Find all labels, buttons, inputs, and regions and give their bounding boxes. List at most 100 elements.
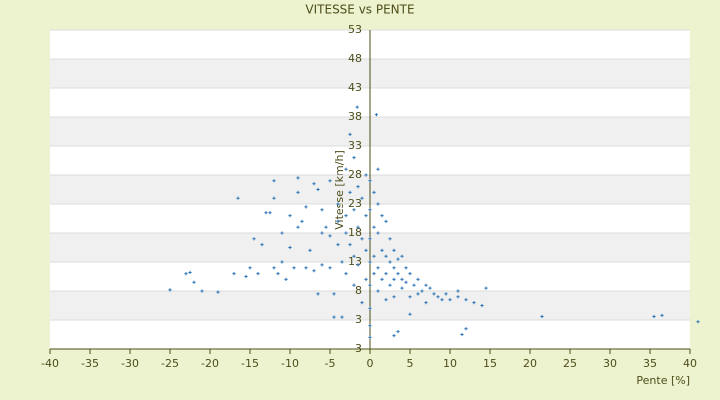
point	[320, 231, 324, 235]
point	[268, 211, 272, 215]
point	[456, 295, 460, 299]
point	[388, 237, 392, 241]
x-axis-label: Pente [%]	[636, 374, 690, 387]
point	[392, 334, 396, 338]
point	[368, 260, 372, 264]
point	[316, 292, 320, 296]
point	[392, 295, 396, 299]
point	[332, 292, 336, 296]
x-tick-label: -10	[281, 357, 299, 370]
point	[320, 263, 324, 267]
point	[184, 272, 188, 276]
point	[356, 263, 360, 267]
point	[456, 289, 460, 293]
point	[384, 272, 388, 276]
point	[288, 214, 292, 218]
point	[356, 225, 360, 229]
y-tick-label: 43	[348, 81, 362, 94]
point	[372, 225, 376, 229]
point	[440, 298, 444, 302]
point	[376, 289, 380, 293]
x-tick-label: -5	[325, 357, 336, 370]
point	[340, 315, 344, 319]
point	[388, 283, 392, 287]
y-axis-label: Vitesse [km/h]	[333, 150, 346, 230]
point	[328, 179, 332, 183]
point	[236, 196, 240, 200]
point	[444, 292, 448, 296]
point	[660, 313, 664, 317]
point	[424, 301, 428, 305]
y-tick-label: 3	[355, 313, 362, 326]
point	[408, 272, 412, 276]
point	[412, 283, 416, 287]
point	[244, 274, 248, 279]
point	[280, 231, 284, 235]
point	[356, 185, 360, 189]
point	[264, 211, 268, 215]
point	[416, 292, 420, 296]
point	[328, 234, 332, 238]
point	[304, 266, 308, 270]
point	[368, 324, 372, 328]
point	[368, 179, 372, 183]
point	[328, 266, 332, 270]
point	[355, 105, 359, 109]
point	[296, 176, 300, 180]
x-tick-label: 40	[683, 357, 697, 370]
point	[392, 266, 396, 270]
point	[200, 289, 204, 293]
point	[360, 196, 364, 200]
point	[168, 288, 172, 292]
point	[300, 219, 304, 223]
point	[296, 190, 300, 194]
point	[380, 214, 384, 218]
point	[348, 243, 352, 247]
point	[248, 266, 252, 270]
x-tick-label: -35	[81, 357, 99, 370]
point	[336, 202, 340, 206]
point	[312, 269, 316, 273]
x-tick-label: 25	[563, 357, 577, 370]
point	[296, 225, 300, 229]
y-tick-label: 8	[355, 284, 362, 297]
point	[360, 301, 364, 305]
point	[384, 254, 388, 258]
y-tick-label: 33	[348, 139, 362, 152]
point	[400, 277, 404, 281]
point	[428, 286, 432, 290]
point	[368, 306, 372, 310]
point	[384, 219, 388, 223]
point	[420, 289, 424, 293]
point	[376, 167, 380, 171]
point	[408, 312, 412, 316]
point	[308, 248, 312, 252]
y-tick-label: 18	[348, 226, 362, 239]
point	[696, 320, 700, 324]
point	[384, 298, 388, 302]
point	[288, 245, 292, 250]
point	[400, 254, 404, 258]
point	[368, 208, 372, 212]
point	[372, 190, 376, 194]
point	[312, 182, 316, 186]
point	[424, 283, 428, 287]
point	[304, 205, 308, 209]
x-tick-label: -15	[241, 357, 259, 370]
point	[396, 272, 400, 276]
point	[340, 260, 344, 264]
point	[432, 292, 436, 296]
point	[392, 277, 396, 281]
point	[460, 332, 464, 337]
point	[364, 277, 368, 281]
point	[380, 277, 384, 281]
point	[484, 286, 488, 290]
point	[364, 214, 368, 218]
point	[344, 214, 348, 218]
x-tick-label: 0	[367, 357, 374, 370]
point	[188, 270, 192, 275]
point	[540, 314, 544, 319]
x-tick-label: 35	[643, 357, 657, 370]
point	[352, 283, 356, 287]
